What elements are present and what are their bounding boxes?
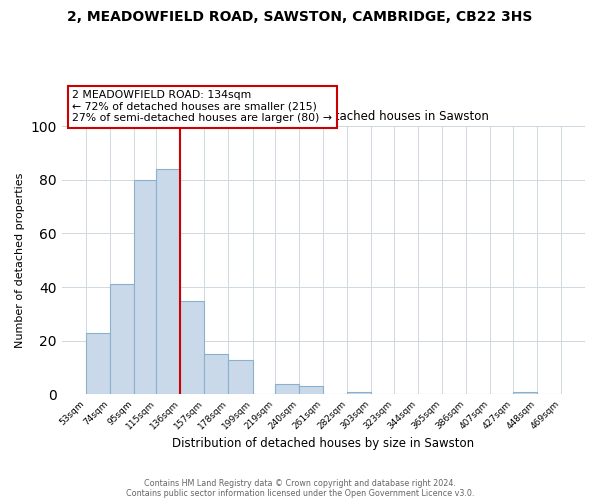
Bar	[110, 284, 134, 395]
Text: Contains public sector information licensed under the Open Government Licence v3: Contains public sector information licen…	[126, 488, 474, 498]
Bar	[205, 354, 229, 395]
Bar	[157, 169, 181, 394]
Title: Size of property relative to detached houses in Sawston: Size of property relative to detached ho…	[158, 110, 489, 124]
Bar	[86, 333, 110, 394]
Y-axis label: Number of detached properties: Number of detached properties	[15, 172, 25, 348]
Bar	[229, 360, 253, 394]
Bar	[275, 384, 299, 394]
Text: Contains HM Land Registry data © Crown copyright and database right 2024.: Contains HM Land Registry data © Crown c…	[144, 478, 456, 488]
Text: 2 MEADOWFIELD ROAD: 134sqm
← 72% of detached houses are smaller (215)
27% of sem: 2 MEADOWFIELD ROAD: 134sqm ← 72% of deta…	[72, 90, 332, 124]
Bar	[181, 300, 205, 394]
Bar	[513, 392, 537, 394]
Bar	[347, 392, 371, 394]
Bar	[134, 180, 157, 394]
Text: 2, MEADOWFIELD ROAD, SAWSTON, CAMBRIDGE, CB22 3HS: 2, MEADOWFIELD ROAD, SAWSTON, CAMBRIDGE,…	[67, 10, 533, 24]
Bar	[299, 386, 323, 394]
X-axis label: Distribution of detached houses by size in Sawston: Distribution of detached houses by size …	[172, 437, 475, 450]
